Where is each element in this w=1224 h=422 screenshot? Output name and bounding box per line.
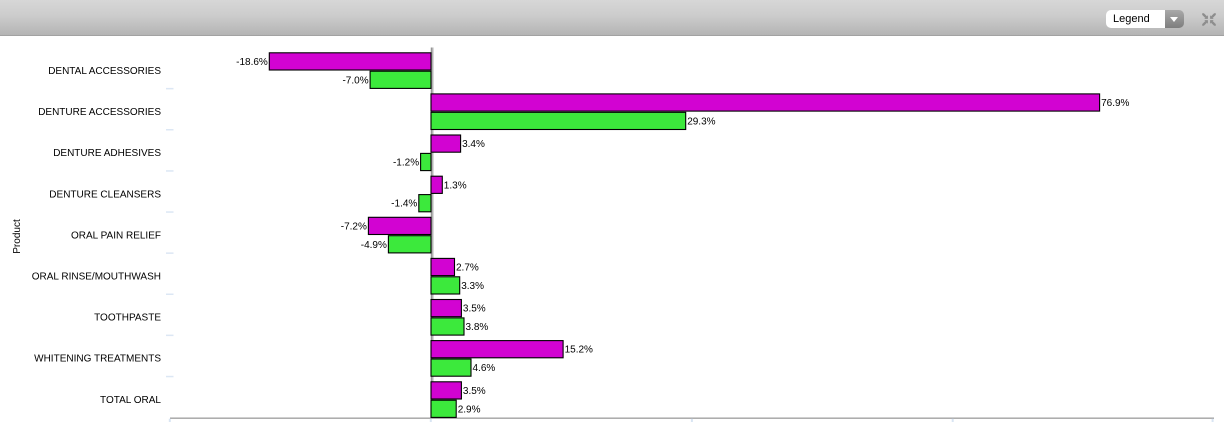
svg-text:3.3%: 3.3% bbox=[461, 281, 484, 292]
svg-text:WHITENING TREATMENTS: WHITENING TREATMENTS bbox=[34, 354, 161, 365]
svg-text:ORAL RINSE/MOUTHWASH: ORAL RINSE/MOUTHWASH bbox=[32, 272, 161, 283]
svg-text:-4.9%: -4.9% bbox=[361, 240, 387, 251]
svg-text:3.5%: 3.5% bbox=[463, 304, 486, 315]
svg-text:DENTURE CLEANSERS: DENTURE CLEANSERS bbox=[49, 189, 161, 200]
svg-text:DENTURE ADHESIVES: DENTURE ADHESIVES bbox=[53, 148, 161, 159]
svg-text:-1.4%: -1.4% bbox=[391, 199, 417, 210]
svg-text:29.3%: 29.3% bbox=[687, 116, 715, 127]
svg-text:TOTAL ORAL: TOTAL ORAL bbox=[100, 395, 161, 406]
svg-text:Product: Product bbox=[12, 219, 23, 254]
svg-text:-7.2%: -7.2% bbox=[341, 221, 367, 232]
svg-text:TOOTHPASTE: TOOTHPASTE bbox=[94, 313, 161, 324]
svg-text:2.7%: 2.7% bbox=[456, 263, 479, 274]
svg-text:ORAL PAIN RELIEF: ORAL PAIN RELIEF bbox=[71, 230, 161, 241]
svg-text:3.4%: 3.4% bbox=[462, 139, 485, 150]
svg-text:15.2%: 15.2% bbox=[565, 345, 593, 356]
svg-text:4.6%: 4.6% bbox=[473, 363, 496, 374]
svg-text:DENTAL ACCESSORIES: DENTAL ACCESSORIES bbox=[48, 66, 161, 77]
svg-text:-1.2%: -1.2% bbox=[393, 158, 419, 169]
svg-text:76.9%: 76.9% bbox=[1101, 98, 1129, 109]
svg-text:3.5%: 3.5% bbox=[463, 386, 486, 397]
svg-text:-18.6%: -18.6% bbox=[236, 57, 268, 68]
svg-text:-7.0%: -7.0% bbox=[342, 75, 368, 86]
svg-text:DENTURE ACCESSORIES: DENTURE ACCESSORIES bbox=[38, 107, 161, 118]
svg-text:3.8%: 3.8% bbox=[466, 322, 489, 333]
svg-text:2.9%: 2.9% bbox=[458, 404, 481, 415]
svg-text:1.3%: 1.3% bbox=[444, 180, 467, 191]
